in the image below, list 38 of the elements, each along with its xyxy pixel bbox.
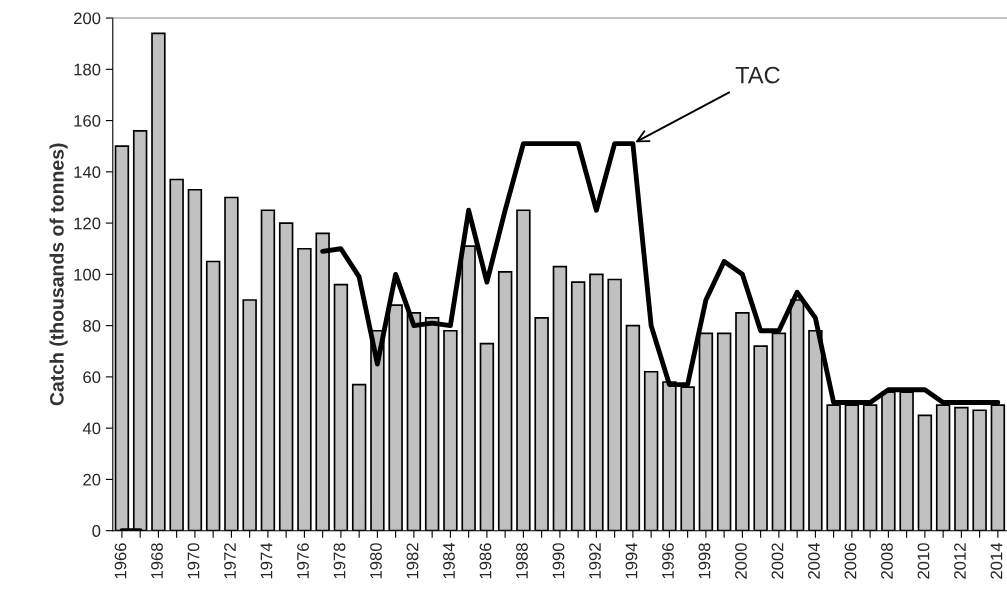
x-tick-label: 1988 xyxy=(516,543,528,579)
x-tick-label: 1990 xyxy=(552,543,565,579)
y-tick-label: 140 xyxy=(74,166,101,179)
x-tick-label: 1974 xyxy=(260,542,273,579)
x-tick-label: 2000 xyxy=(735,543,747,579)
x-tick-label: 2014 xyxy=(990,542,1003,579)
annotation: TAC xyxy=(735,66,780,84)
x-tick-label: 1966 xyxy=(114,543,127,579)
y-tick-label: 160 xyxy=(74,114,101,127)
x-tick-label: 1980 xyxy=(370,543,382,579)
x-tick-label: 1978 xyxy=(333,543,346,579)
y-tick-label: 0 xyxy=(92,525,101,537)
y-tick-label: 180 xyxy=(74,63,101,76)
x-tick-label: 1994 xyxy=(625,542,638,579)
x-tick-label: 2008 xyxy=(881,543,893,579)
x-tick-label: 1982 xyxy=(406,543,419,579)
y-tick-label: 80 xyxy=(83,320,101,332)
y-tick-label: 40 xyxy=(82,422,101,435)
x-tick-label: 1998 xyxy=(698,543,711,579)
x-tick-label: 1996 xyxy=(662,543,674,579)
x-tick-label: 1976 xyxy=(297,543,309,579)
y-tick-label: 60 xyxy=(83,371,101,384)
x-tick-label: 1984 xyxy=(443,542,455,579)
x-tick-label: 2012 xyxy=(954,543,966,579)
x-tick-label: 1992 xyxy=(589,543,601,579)
y-axis-title: Catch (thousands of tonnes) xyxy=(49,143,68,406)
x-tick-label: 2002 xyxy=(771,543,784,579)
x-tick-label: 2006 xyxy=(844,543,857,579)
x-tick-label: 1986 xyxy=(479,543,492,579)
y-tick-label: 120 xyxy=(74,217,101,230)
x-tick-label: 1970 xyxy=(187,543,200,579)
y-tick-label: 20 xyxy=(83,473,101,486)
y-tick-label: 100 xyxy=(74,268,101,281)
x-tick-label: 1972 xyxy=(224,543,236,579)
x-tick-label: 1968 xyxy=(151,543,163,579)
x-tick-label: 2010 xyxy=(917,543,930,579)
x-tick-label: 2004 xyxy=(808,542,820,579)
y-tick-label: 200 xyxy=(74,12,101,25)
